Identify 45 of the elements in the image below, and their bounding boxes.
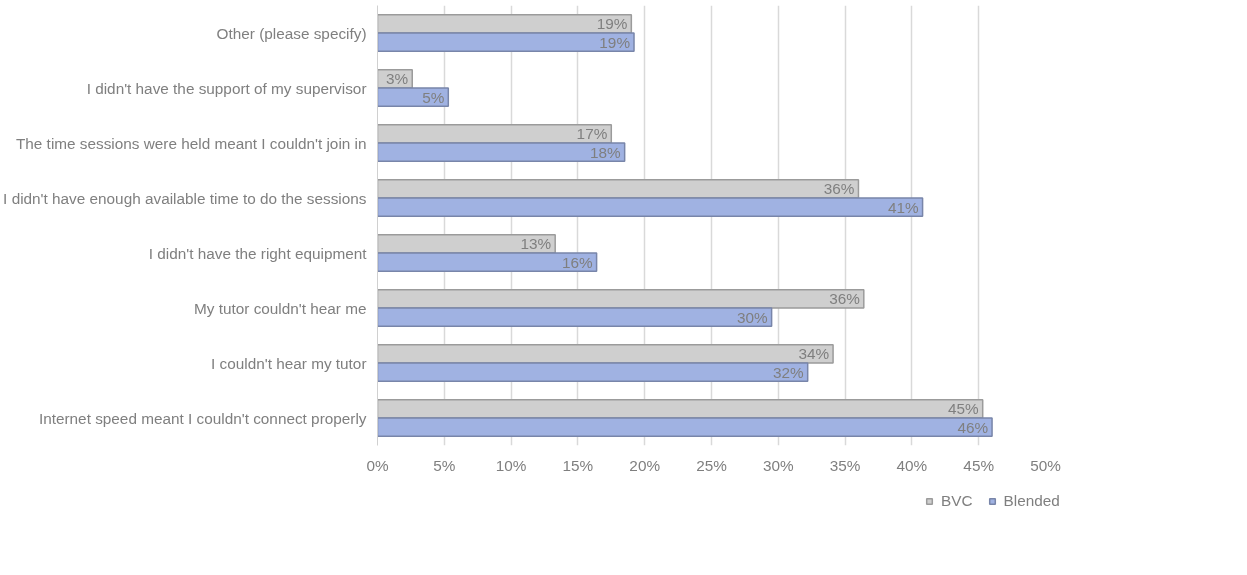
x-tick-label: 15% bbox=[562, 456, 594, 474]
x-tick-label: 20% bbox=[629, 456, 661, 474]
x-tick-label: 50% bbox=[1030, 456, 1062, 474]
y-tick-label: I couldn't hear my tutor bbox=[211, 354, 367, 372]
y-tick-label: I didn't have the right equipment bbox=[148, 244, 368, 262]
data-label: 19% bbox=[599, 33, 631, 51]
x-tick-label: 0% bbox=[366, 456, 389, 474]
bar bbox=[377, 307, 773, 327]
x-tick-label: 10% bbox=[495, 456, 527, 474]
x-tick-label: 5% bbox=[433, 456, 456, 474]
data-label: 13% bbox=[520, 235, 552, 253]
data-label: 36% bbox=[829, 290, 861, 308]
y-tick-label: Other (please specify) bbox=[216, 24, 367, 42]
legend-label: BVC bbox=[941, 492, 973, 510]
x-tick-label: 35% bbox=[829, 456, 861, 474]
data-label: 36% bbox=[823, 180, 855, 198]
data-label: 34% bbox=[798, 345, 830, 363]
data-label: 41% bbox=[887, 198, 919, 216]
data-label: 32% bbox=[773, 363, 805, 381]
data-label: 30% bbox=[736, 308, 768, 326]
x-tick-label: 45% bbox=[963, 456, 995, 474]
y-tick-label: Internet speed meant I couldn't connect properly bbox=[38, 409, 367, 427]
x-tick-label: 30% bbox=[762, 456, 795, 474]
y-tick-label: My tutor couldn't hear me bbox=[194, 299, 367, 317]
data-label: 16% bbox=[561, 253, 593, 271]
data-label: 5% bbox=[422, 88, 445, 106]
bar bbox=[377, 252, 598, 272]
data-label: 17% bbox=[576, 125, 608, 143]
data-label: 19% bbox=[596, 15, 628, 33]
bar bbox=[377, 87, 450, 107]
bar bbox=[377, 32, 635, 52]
data-label: 46% bbox=[957, 418, 989, 436]
y-tick-label: I didn't have the support of my supervisor bbox=[86, 79, 367, 97]
x-tick-label: 25% bbox=[696, 456, 728, 474]
data-label: 3% bbox=[386, 70, 409, 88]
data-label: 45% bbox=[948, 400, 980, 418]
x-tick-label: 40% bbox=[896, 456, 928, 474]
y-tick-label: I didn't have enough available time to do the sessions bbox=[3, 189, 367, 207]
bar bbox=[377, 417, 993, 437]
bar bbox=[377, 142, 626, 162]
y-tick-label: The time sessions were held meant I couldn't join in bbox=[15, 134, 367, 152]
bar bbox=[377, 362, 809, 382]
bar bbox=[377, 197, 924, 217]
data-label: 18% bbox=[589, 143, 622, 161]
legend-label: Blended bbox=[1003, 492, 1060, 510]
